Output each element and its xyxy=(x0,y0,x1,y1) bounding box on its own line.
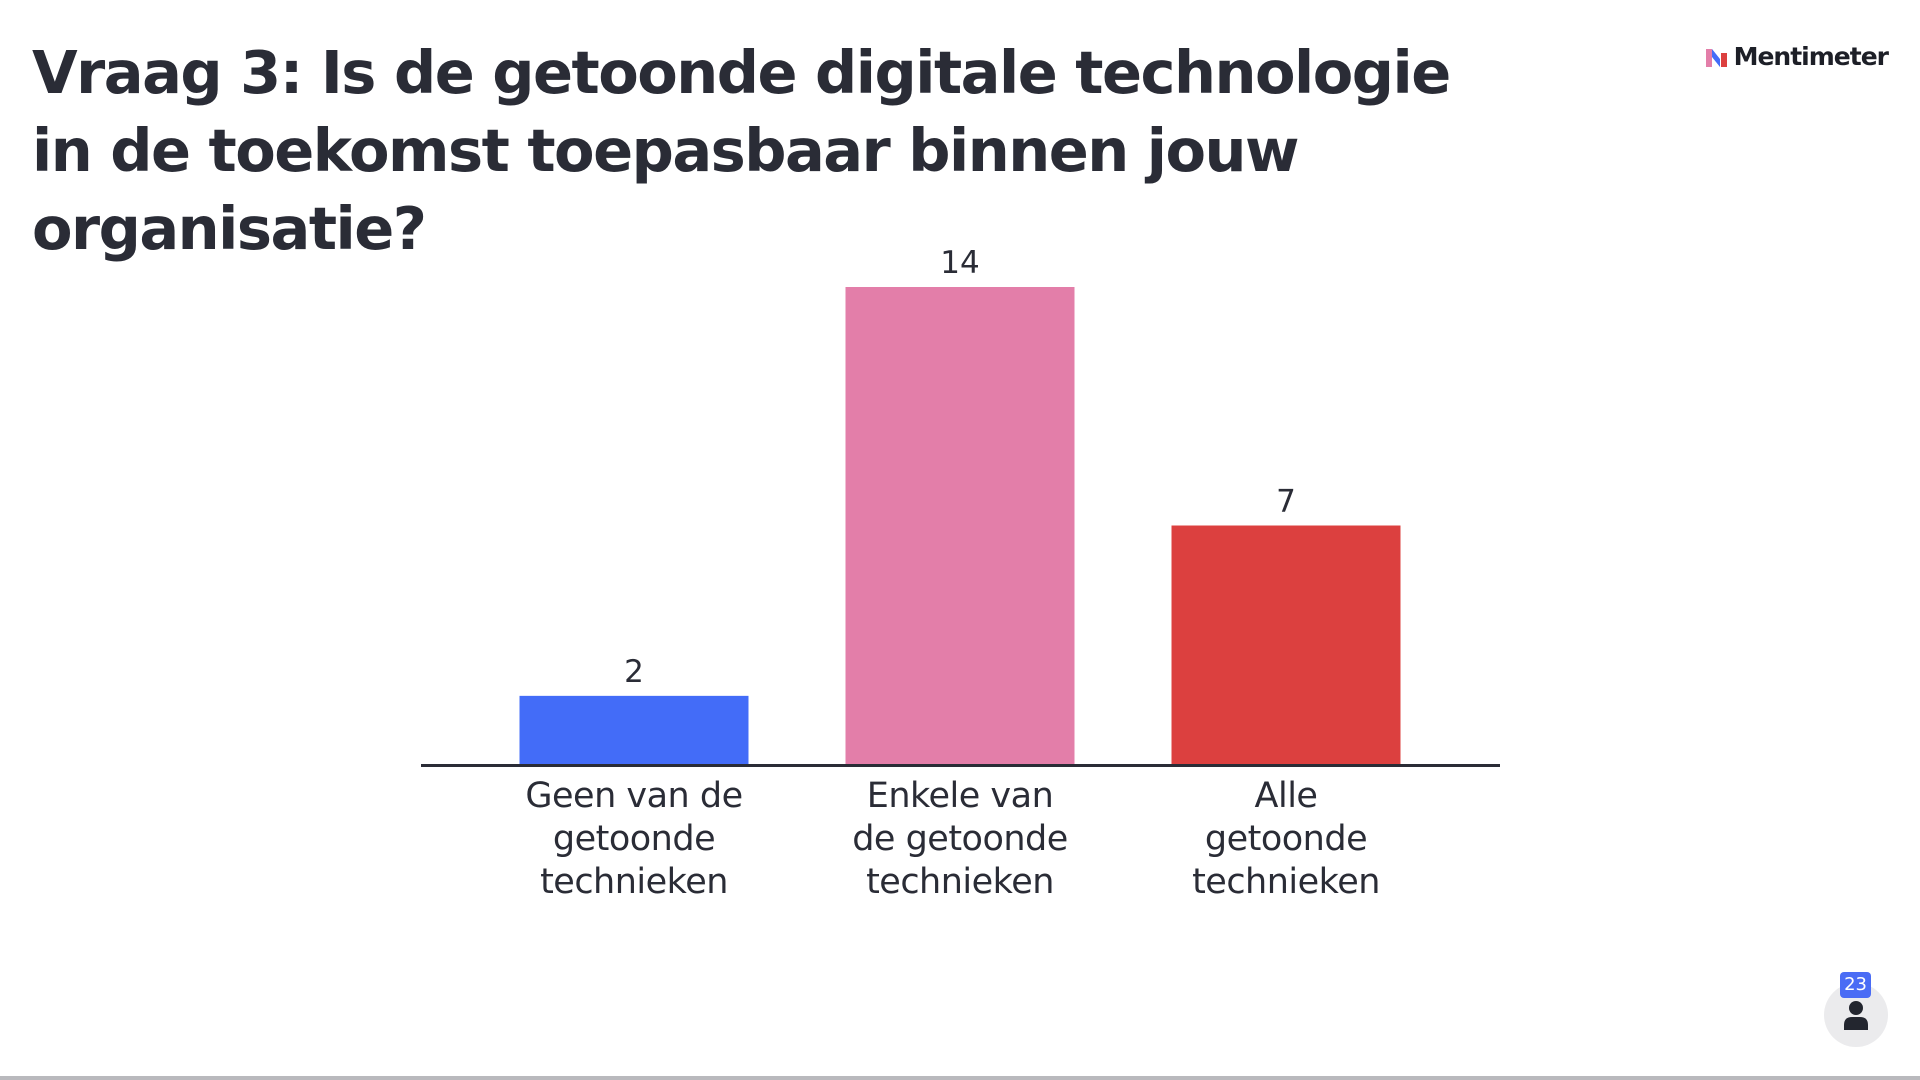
bar-value-label-3: 7 xyxy=(1276,484,1296,520)
category-label-3: Alle getoonde technieken xyxy=(1192,776,1380,902)
brand-name: Mentimeter xyxy=(1733,42,1889,71)
category-label-line: getoonde xyxy=(1205,819,1367,859)
category-label-line: Alle xyxy=(1255,776,1318,816)
person-icon xyxy=(1844,1001,1868,1030)
category-label-line: de getoonde xyxy=(852,819,1068,859)
category-label-1: Geen van de getoonde technieken xyxy=(525,776,742,902)
bar-3 xyxy=(1171,525,1401,764)
bar-value-label-2: 14 xyxy=(940,245,979,281)
bottom-divider xyxy=(0,1076,1920,1080)
bar-2 xyxy=(845,287,1075,764)
bar-1 xyxy=(519,695,749,764)
category-label-line: getoonde xyxy=(553,819,715,859)
brand-logo: Mentimeter xyxy=(1705,42,1889,71)
bar-value-label-1: 2 xyxy=(624,654,644,690)
category-label-line: Geen van de xyxy=(525,776,742,816)
category-label-line: Enkele van xyxy=(867,776,1054,816)
category-label-line: technieken xyxy=(1192,862,1380,902)
category-label-line: technieken xyxy=(866,862,1054,902)
category-label-2: Enkele van de getoonde technieken xyxy=(852,776,1068,902)
category-label-line: technieken xyxy=(540,862,728,902)
participant-count-badge: 23 xyxy=(1840,972,1871,998)
page-title: Vraag 3: Is de getoonde digitale technol… xyxy=(32,38,1451,263)
mentimeter-logo-icon xyxy=(1705,48,1727,67)
